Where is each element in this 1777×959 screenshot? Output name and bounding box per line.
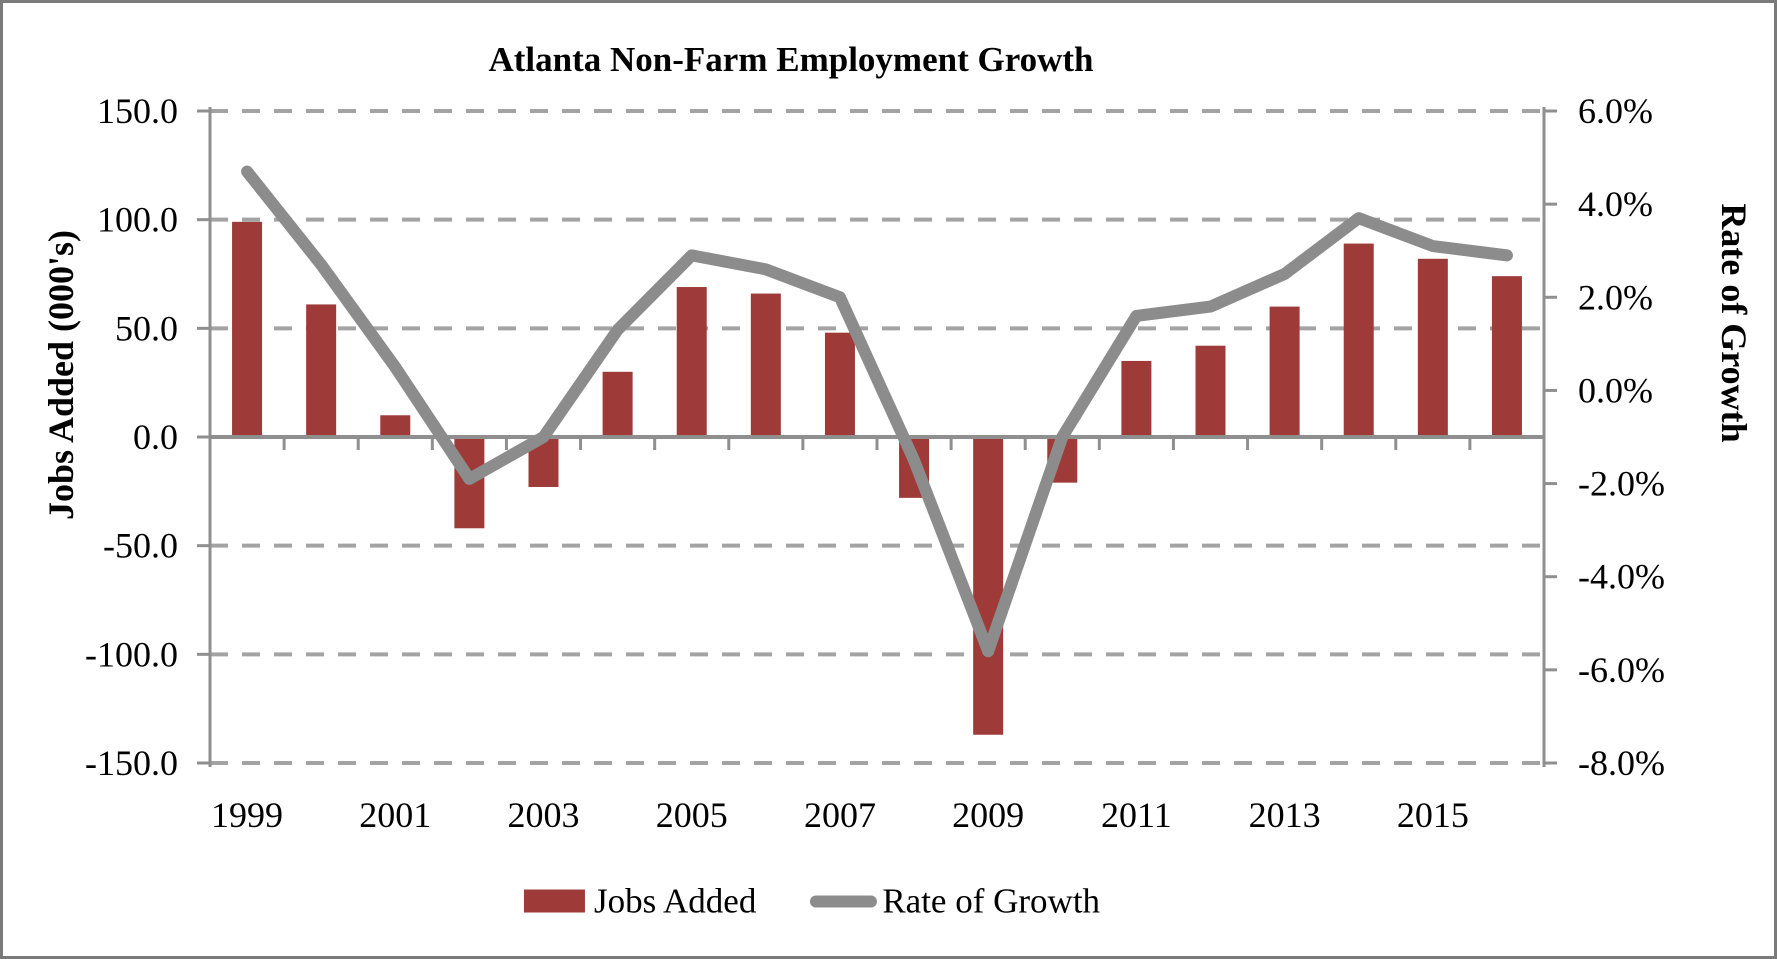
bar-2006 xyxy=(750,293,781,437)
legend-line-swatch xyxy=(810,895,878,907)
left-axis-title: Jobs Added (000's) xyxy=(41,229,81,521)
right-axis-label: 2.0% xyxy=(1578,277,1653,317)
x-axis-label: 2005 xyxy=(656,795,728,835)
x-axis-label: 2015 xyxy=(1397,795,1469,835)
right-axis-label: -8.0% xyxy=(1578,743,1665,783)
x-axis-label: 2001 xyxy=(359,795,431,835)
legend-bar-swatch xyxy=(523,889,585,913)
growth-line xyxy=(241,165,1513,658)
right-axis-label: -4.0% xyxy=(1578,557,1665,597)
left-axis-label: -100.0 xyxy=(85,634,178,674)
bar-2009 xyxy=(973,437,1004,735)
left-axis-label: 0.0 xyxy=(133,417,178,457)
x-axis-label: 2007 xyxy=(804,795,876,835)
bar-2007 xyxy=(824,332,855,437)
x-axis-label: 2011 xyxy=(1101,795,1172,835)
bar-2005 xyxy=(676,287,707,437)
bar-2012 xyxy=(1195,345,1226,437)
left-axis-label: -50.0 xyxy=(103,526,178,566)
bar-2015 xyxy=(1417,258,1448,437)
bar-2000 xyxy=(306,304,337,437)
right-axis-label: 4.0% xyxy=(1578,184,1653,224)
x-axis-label: 1999 xyxy=(211,795,283,835)
right-axis-label: 6.0% xyxy=(1578,91,1653,131)
bar-2004 xyxy=(602,371,633,437)
left-axis-label: 50.0 xyxy=(115,308,178,348)
right-axis-label: -2.0% xyxy=(1578,464,1665,504)
x-axis-label: 2013 xyxy=(1249,795,1321,835)
chart-title: Atlanta Non-Farm Employment Growth xyxy=(488,40,1094,79)
legend-line-label: Rate of Growth xyxy=(882,881,1101,921)
right-axis-label: -6.0% xyxy=(1578,650,1665,690)
bar-1999 xyxy=(232,221,263,437)
left-axis-label: -150.0 xyxy=(85,743,178,783)
legend: Jobs Added Rate of Growth xyxy=(523,881,1101,921)
left-axis-label: 100.0 xyxy=(97,200,178,240)
bar-2001 xyxy=(380,415,411,437)
bar-2011 xyxy=(1121,360,1152,437)
legend-bar-label: Jobs Added xyxy=(593,881,757,921)
right-axis-label: 0.0% xyxy=(1578,370,1653,410)
bar-2016 xyxy=(1491,276,1522,437)
plot-area-svg: 150.0 100.0 50.0 0.0 -50.0 -100.0 -150.0 6.0% 4.… xyxy=(85,91,1665,835)
left-axis-label: 150.0 xyxy=(97,91,178,131)
bar-2014 xyxy=(1343,243,1374,437)
right-axis-title: Rate of Growth xyxy=(1714,203,1754,443)
x-axis-label: 2009 xyxy=(952,795,1024,835)
x-axis-label: 2003 xyxy=(508,795,580,835)
bar-2013 xyxy=(1269,306,1300,437)
